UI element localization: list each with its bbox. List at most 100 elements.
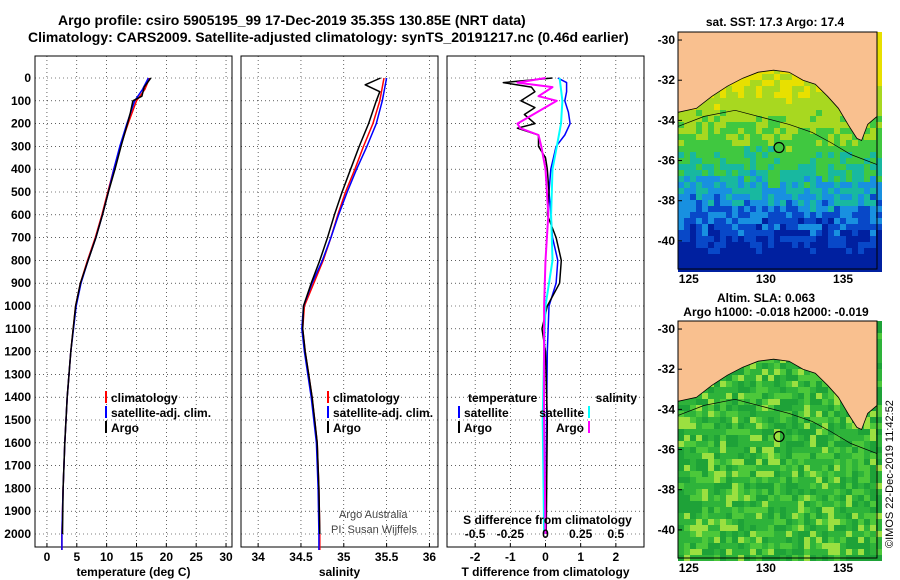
map-cell	[816, 471, 822, 477]
map-cell	[810, 525, 816, 531]
map-cell	[750, 531, 756, 537]
map-cell	[822, 471, 828, 477]
map-cell	[768, 369, 774, 375]
map-cell	[876, 453, 882, 459]
map-cell	[822, 393, 828, 399]
map-cell	[696, 525, 702, 531]
map-cell	[786, 122, 792, 128]
map-cell	[858, 224, 864, 230]
map-cell	[744, 525, 750, 531]
map-cell	[690, 549, 696, 555]
map-cell	[768, 363, 774, 369]
map-cell	[834, 134, 840, 140]
map-cell	[696, 417, 702, 423]
map-cell	[804, 369, 810, 375]
map-cell	[846, 531, 852, 537]
map-cell	[738, 471, 744, 477]
map-cell	[756, 459, 762, 465]
map-cell	[684, 477, 690, 483]
map-cell	[804, 417, 810, 423]
map-cell	[822, 483, 828, 489]
map-cell	[864, 465, 870, 471]
map-cell	[858, 158, 864, 164]
x-tick-label: -1	[505, 550, 516, 564]
map-cell	[732, 116, 738, 122]
map-cell	[708, 104, 714, 110]
map-cell	[822, 549, 828, 555]
depth-tick-label: 1500	[4, 413, 31, 427]
map-cell	[744, 236, 750, 242]
map-cell	[774, 465, 780, 471]
map-cell	[690, 477, 696, 483]
map-cell	[828, 423, 834, 429]
map-cell	[828, 435, 834, 441]
map-cell	[732, 411, 738, 417]
map-cell	[792, 188, 798, 194]
map-cell	[744, 387, 750, 393]
map-cell	[828, 549, 834, 555]
map-cell	[786, 411, 792, 417]
map-cell	[816, 399, 822, 405]
map-cell	[696, 549, 702, 555]
map-cell	[798, 405, 804, 411]
map-cell	[840, 531, 846, 537]
map-cell	[738, 218, 744, 224]
map-cell	[762, 543, 768, 549]
map-cell	[864, 170, 870, 176]
map-cell	[678, 489, 684, 495]
map-cell	[744, 230, 750, 236]
map-cell	[714, 188, 720, 194]
map-cell	[756, 140, 762, 146]
map-cell	[720, 128, 726, 134]
map-cell	[774, 507, 780, 513]
x-tick-label: 10	[100, 550, 114, 564]
map-cell	[738, 236, 744, 242]
map-cell	[738, 531, 744, 537]
map-cell	[762, 489, 768, 495]
map-cell	[792, 369, 798, 375]
map-cell	[690, 483, 696, 489]
map-cell	[798, 369, 804, 375]
map-cell	[816, 411, 822, 417]
map-cell	[768, 98, 774, 104]
map-cell	[852, 519, 858, 525]
map-cell	[762, 399, 768, 405]
map-cell	[768, 152, 774, 158]
map-cell	[678, 116, 684, 122]
map-cell	[678, 483, 684, 489]
map-cell	[852, 537, 858, 543]
map-cell	[774, 387, 780, 393]
map-cell	[702, 501, 708, 507]
map-cell	[768, 495, 774, 501]
map-cell	[720, 170, 726, 176]
map-cell	[714, 182, 720, 188]
map-cell	[738, 224, 744, 230]
map-cell	[780, 441, 786, 447]
map-cell	[750, 477, 756, 483]
map-cell	[744, 128, 750, 134]
map-cell	[870, 483, 876, 489]
map-cell	[840, 513, 846, 519]
map-cell	[756, 375, 762, 381]
map-cell	[798, 525, 804, 531]
map-cell	[876, 411, 882, 417]
map-cell	[876, 212, 882, 218]
map-cell	[690, 531, 696, 537]
map-cell	[720, 477, 726, 483]
map-cell	[846, 236, 852, 242]
map-cell	[732, 254, 738, 260]
map-cell	[756, 254, 762, 260]
map-cell	[816, 393, 822, 399]
map-cell	[870, 441, 876, 447]
map-cell	[744, 176, 750, 182]
map-cell	[744, 260, 750, 266]
map-cell	[804, 188, 810, 194]
map-cell	[792, 531, 798, 537]
map-cell	[738, 128, 744, 134]
map-cell	[828, 465, 834, 471]
map-cell	[876, 417, 882, 423]
map-cell	[756, 543, 762, 549]
map-cell	[756, 206, 762, 212]
map-cell	[798, 164, 804, 170]
map-cell	[744, 375, 750, 381]
